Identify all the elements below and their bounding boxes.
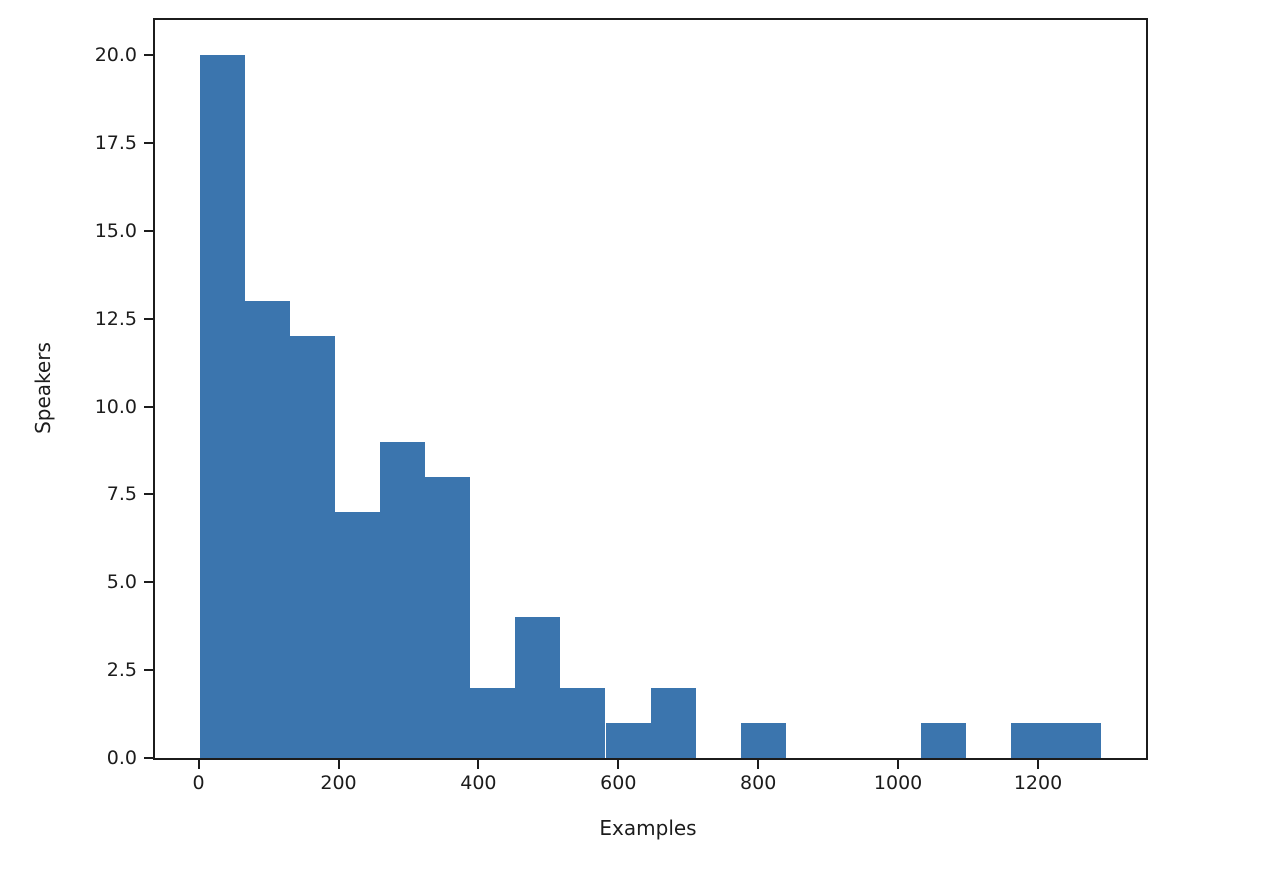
histogram-bar [425,476,471,758]
x-tick-label: 200 [320,772,357,794]
histogram-bar [200,55,245,758]
histogram-bar [515,617,561,758]
y-tick-mark [144,757,153,759]
x-tick-label: 800 [740,772,777,794]
y-tick-mark [144,493,153,496]
histogram-bar [560,687,606,758]
y-axis-title: Speakers [31,342,55,434]
x-tick-mark [897,760,900,769]
x-tick-mark [757,760,760,769]
y-tick-label: 15.0 [94,219,137,242]
y-tick-label: 7.5 [106,483,137,506]
histogram-bar [290,336,336,758]
histogram-bar [470,687,516,758]
x-tick-label: 400 [460,772,497,794]
x-axis-title: Examples [599,816,697,840]
plot-area: 0 200 400 600 800 1000 1200 0.0 2.5 5.0 7.5 10.0 12.… [95,18,1148,794]
y-tick-mark [144,229,153,232]
histogram-bar [740,722,786,758]
x-tick-mark [617,760,620,769]
y-tick-label: 20.0 [94,44,137,67]
x-tick-mark [1037,760,1039,769]
y-tick-label: 17.5 [94,132,137,154]
x-tick-mark [197,760,200,769]
histogram-bar [380,441,426,758]
histogram-bar [920,722,966,758]
histogram-bar [650,687,696,758]
x-tick-label: 1200 [1013,772,1063,794]
y-tick-mark [144,317,153,320]
histogram-bar [1010,722,1056,758]
y-tick-label: 5.0 [106,571,137,594]
histogram-bar [605,722,651,758]
histogram-bar [245,301,291,758]
x-tick-mark [337,760,340,769]
histogram-bar [335,512,381,758]
y-tick-mark [144,581,153,584]
x-tick-label: 0 [192,772,205,794]
histogram-bar [1055,722,1101,758]
y-tick-label: 2.5 [106,659,137,682]
y-tick-label: 12.5 [94,307,137,330]
y-tick-mark [144,54,153,57]
x-tick-mark [477,760,480,769]
y-tick-label: 0.0 [106,747,137,769]
y-tick-label: 10.0 [94,395,137,418]
y-tick-mark [144,142,153,144]
x-tick-label: 1000 [873,772,923,794]
y-tick-mark [144,405,153,408]
y-tick-mark [144,669,153,672]
x-tick-label: 600 [600,772,637,794]
